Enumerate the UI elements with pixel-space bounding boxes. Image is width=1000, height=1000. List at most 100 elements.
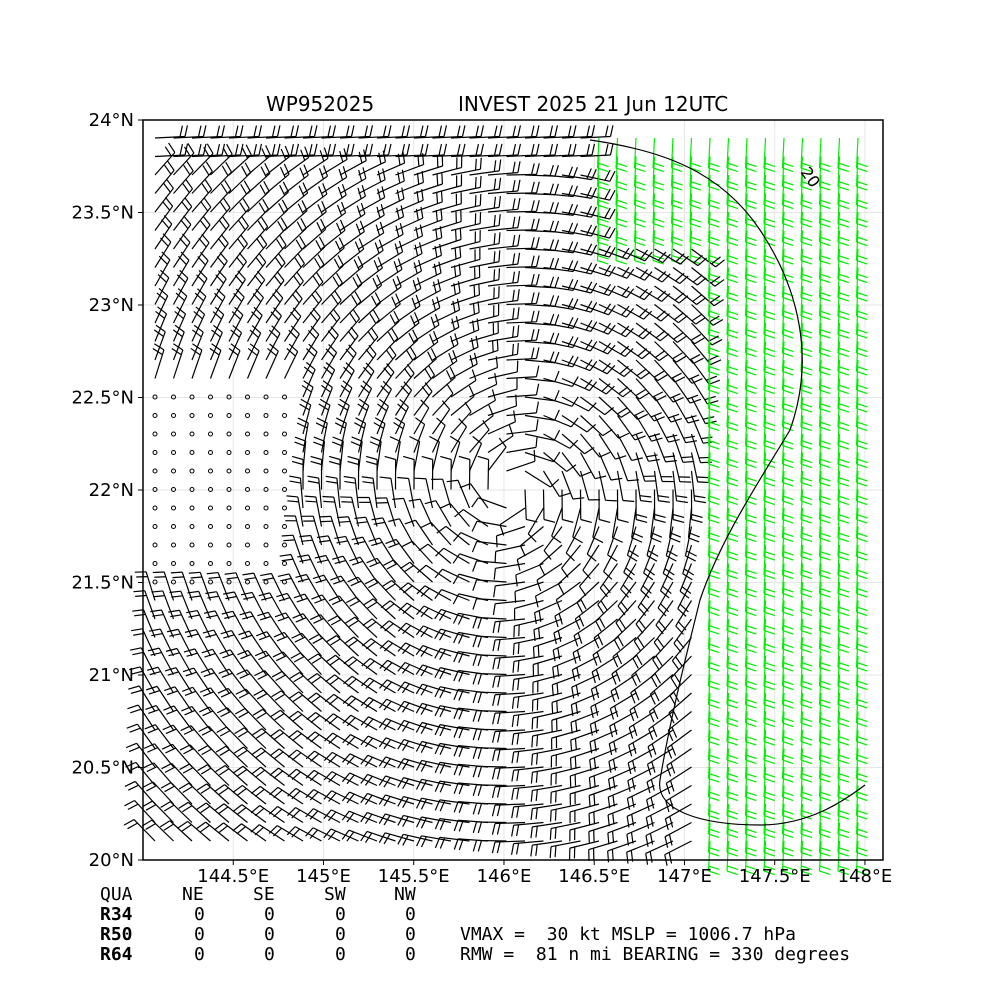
y-tick-label: 21.5°N	[71, 573, 134, 594]
wind-barb	[524, 220, 560, 233]
wind-barb-strong	[837, 840, 850, 876]
wind-barb	[691, 322, 723, 346]
calm-circle	[208, 487, 213, 492]
wind-barb-strong	[855, 415, 868, 450]
wind-barb	[360, 735, 396, 750]
wind-barb-strong	[818, 544, 831, 580]
wind-barb-strong	[763, 618, 776, 654]
wind-barb-strong	[800, 840, 813, 876]
wind-barb	[472, 691, 507, 704]
wind-barb	[667, 711, 692, 742]
wind-barb	[459, 483, 489, 509]
wind-barb-strong	[781, 415, 794, 450]
wind-barb	[150, 609, 175, 638]
wind-barb	[672, 470, 688, 504]
wind-barb	[214, 784, 248, 805]
calm-circle	[189, 413, 195, 418]
wind-barb	[210, 215, 230, 250]
wind-barb	[397, 777, 433, 790]
wind-barb	[191, 179, 213, 213]
wind-barb-strong	[744, 637, 757, 672]
wind-barb-strong	[781, 174, 794, 210]
wind-barb	[670, 655, 692, 688]
wind-barb-strong	[837, 267, 850, 302]
wind-barb	[154, 196, 174, 231]
wind-barb	[549, 821, 581, 840]
wind-barb-strong	[633, 174, 646, 210]
calm-circle	[152, 561, 158, 566]
wind-barb	[532, 673, 563, 694]
wind-barb	[216, 726, 248, 749]
wind-barb	[327, 615, 359, 638]
wind-barb	[672, 285, 707, 305]
wind-barb-strong	[744, 433, 757, 469]
wind-barb-strong	[744, 729, 757, 765]
wind-barb	[397, 833, 433, 846]
wind-barb	[608, 747, 637, 773]
wind-barb	[595, 600, 618, 632]
calm-circle	[226, 505, 232, 511]
wind-barb	[543, 376, 579, 387]
r34-nw: 0	[405, 904, 416, 925]
wind-barb	[561, 205, 597, 218]
wind-barb-strong	[818, 692, 831, 728]
wind-barb-strong	[707, 507, 720, 543]
wind-barb	[397, 476, 415, 509]
wind-barb	[450, 369, 477, 398]
wind-barb	[232, 823, 267, 842]
wind-barb	[376, 125, 411, 139]
wind-barb-strong	[744, 489, 757, 524]
wind-barb-strong	[800, 174, 813, 210]
wind-barb	[569, 747, 600, 770]
wind-barb	[598, 489, 611, 524]
wind-barb	[416, 605, 452, 620]
wind-barb-strong	[726, 822, 739, 857]
wind-barb	[487, 289, 520, 306]
wind-barb-strong	[596, 174, 609, 210]
wind-barb	[524, 239, 560, 252]
wind-barb	[378, 737, 415, 750]
wind-barb	[228, 162, 252, 194]
wind-barb	[555, 581, 581, 611]
wind-barb	[598, 470, 617, 502]
wind-barb-strong	[781, 248, 794, 284]
wind-barb	[187, 590, 212, 620]
wind-barb	[273, 631, 304, 657]
wind-barb	[210, 161, 233, 194]
wind-barb-strong	[818, 174, 831, 210]
wind-barb-strong	[763, 137, 776, 173]
wind-barb	[299, 534, 323, 564]
wind-barb	[250, 785, 285, 805]
wind-barb	[301, 380, 314, 416]
wind-barb	[635, 341, 669, 362]
wind-barb	[289, 671, 322, 694]
wind-barb	[512, 655, 544, 673]
wind-barb	[376, 151, 406, 176]
wind-barb	[450, 352, 478, 380]
wind-barb	[491, 840, 526, 854]
wind-barb	[404, 519, 433, 546]
wind-barb	[549, 840, 581, 859]
wind-barb	[492, 710, 526, 725]
wind-barb-strong	[837, 711, 850, 746]
wind-barb	[305, 788, 341, 805]
storm-id: WP952025	[266, 92, 375, 116]
wind-barb	[123, 819, 156, 842]
wind-barb	[543, 433, 579, 449]
wind-barb-strong	[781, 822, 794, 857]
wind-barb-strong	[763, 803, 776, 839]
calm-circle	[171, 413, 176, 418]
wind-barb	[154, 251, 171, 287]
calm-circle	[189, 505, 195, 511]
wind-barb	[506, 143, 540, 158]
wind-barb-strong	[855, 193, 868, 228]
wind-barb	[598, 322, 634, 338]
wind-barb-strong	[707, 581, 720, 617]
wind-barb	[228, 270, 246, 305]
wind-barb	[247, 163, 271, 194]
wind-barb	[598, 340, 634, 358]
wind-barb	[561, 125, 596, 139]
wind-barb	[666, 748, 692, 777]
wind-barb	[378, 718, 415, 731]
r34-se: 0	[264, 904, 275, 925]
